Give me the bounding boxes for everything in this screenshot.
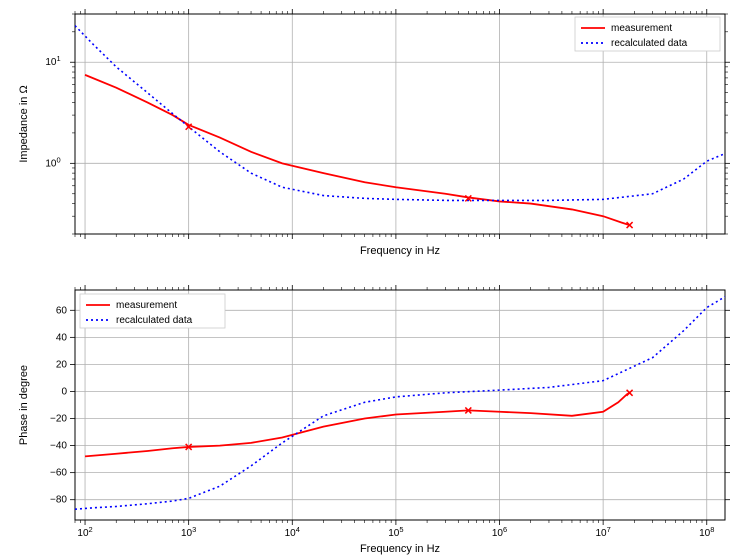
legend-item-label: measurement — [116, 300, 177, 311]
series-measurement — [85, 393, 630, 457]
series-group — [75, 26, 725, 225]
series-measurement — [85, 75, 630, 225]
svg-text:104: 104 — [285, 525, 300, 539]
x-axis-label: Frequency in Hz — [360, 543, 440, 555]
series-group — [75, 297, 725, 509]
svg-text:108: 108 — [699, 525, 714, 539]
svg-text:20: 20 — [56, 359, 68, 370]
legend-item-label: measurement — [611, 23, 672, 34]
svg-text:105: 105 — [388, 525, 403, 539]
svg-text:103: 103 — [181, 525, 196, 539]
y-axis-label: Phase in degree — [18, 365, 30, 445]
dual-chart-svg: 100 101 Frequency in Hz Impedance in Ω measu… — [0, 0, 748, 557]
svg-text:106: 106 — [492, 525, 507, 539]
chart-container: 100 101 Frequency in Hz Impedance in Ω measu… — [0, 0, 748, 557]
svg-text:−80: −80 — [50, 495, 67, 506]
series-recalculated-data — [75, 297, 725, 509]
y-axis-label: Impedance in Ω — [18, 85, 30, 162]
svg-text:100: 100 — [45, 155, 60, 169]
marker — [627, 390, 633, 396]
plot: 102 103 104 105 106 107 108 −80 −60 −40 −20 0 20 40 60… — [18, 285, 730, 555]
svg-text:−20: −20 — [50, 414, 67, 425]
legend: measurement recalculated data — [80, 294, 225, 328]
svg-text:107: 107 — [595, 525, 610, 539]
svg-text:101: 101 — [45, 54, 60, 68]
svg-text:60: 60 — [56, 305, 68, 316]
svg-text:−40: −40 — [50, 441, 67, 452]
svg-text:40: 40 — [56, 332, 68, 343]
plot: 100 101 Frequency in Hz Impedance in Ω measu… — [18, 9, 730, 257]
series-recalculated-data — [75, 26, 725, 201]
svg-text:0: 0 — [61, 386, 67, 397]
svg-text:102: 102 — [77, 525, 92, 539]
legend-item-label: recalculated data — [116, 315, 193, 326]
legend-item-label: recalculated data — [611, 38, 688, 49]
legend: measurement recalculated data — [575, 17, 720, 51]
svg-text:−60: −60 — [50, 468, 67, 479]
x-axis-label: Frequency in Hz — [360, 245, 440, 257]
